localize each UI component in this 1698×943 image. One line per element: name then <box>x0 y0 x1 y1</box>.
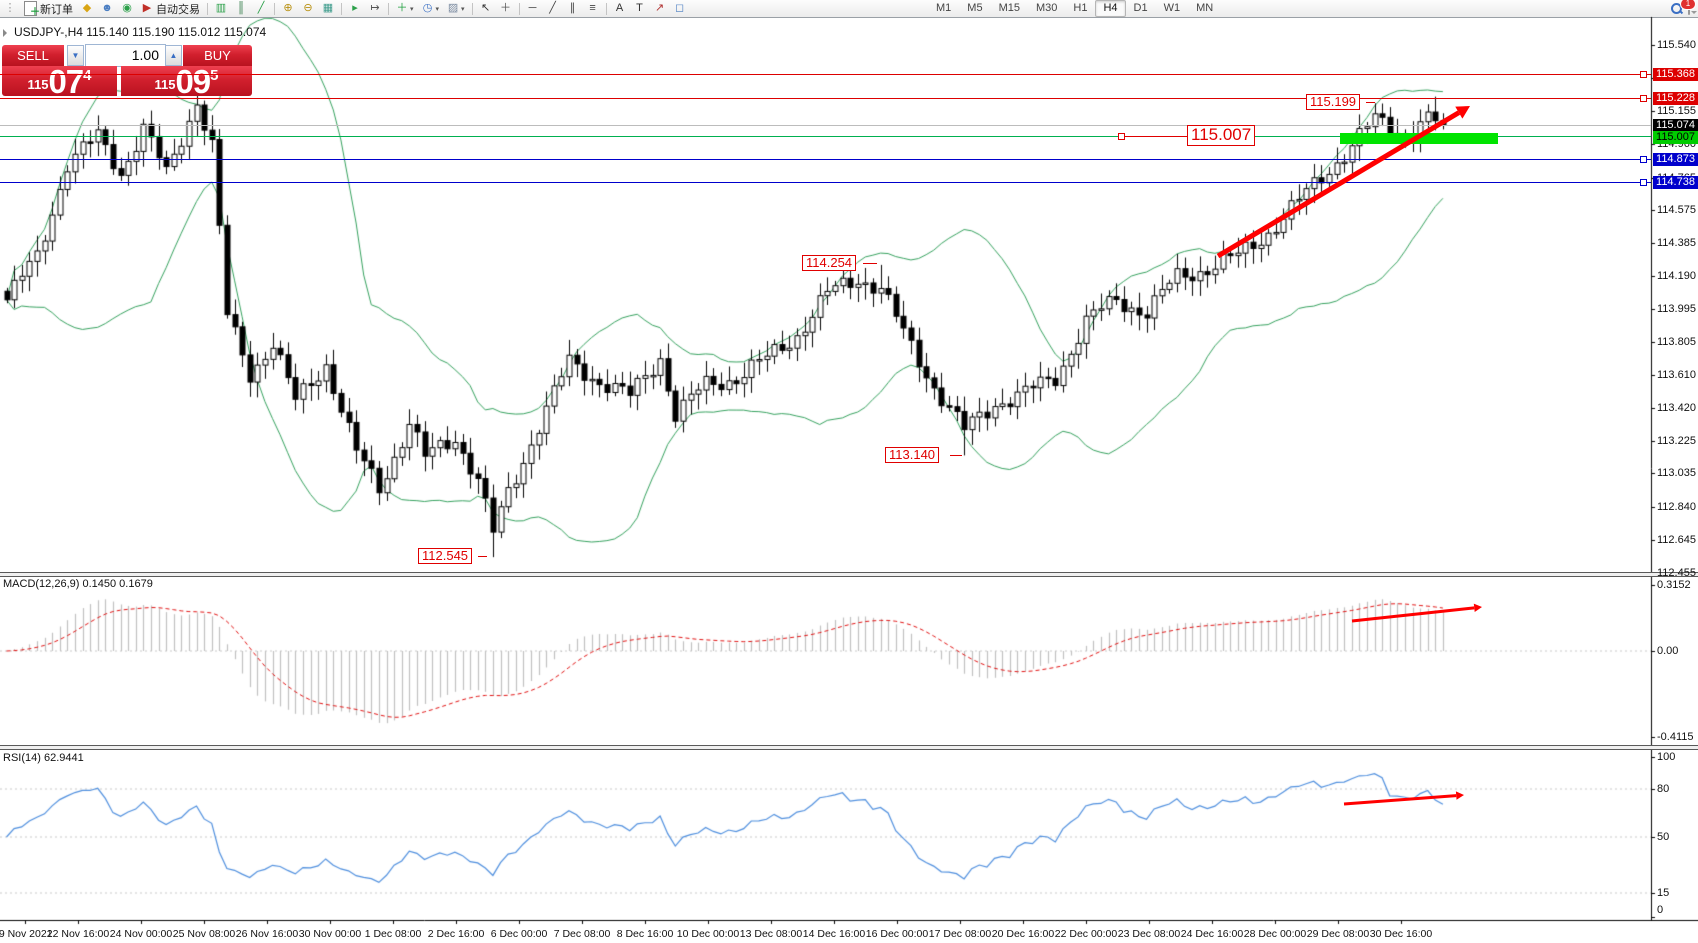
macd-axis-tick: -0.4115 <box>1657 731 1694 744</box>
horizontal-line-115.368[interactable] <box>0 74 1651 75</box>
time-axis-label: 30 Dec 16:00 <box>1369 928 1433 940</box>
horizontal-line-115.007[interactable] <box>0 136 1651 137</box>
price-annotation-113.140[interactable]: 113.140 <box>885 447 940 464</box>
time-axis-label: 25 Nov 08:00 <box>172 928 236 940</box>
price-axis-tick: 114.190 <box>1657 269 1696 282</box>
macd-axis-tick: 0.00 <box>1657 645 1679 657</box>
price-axis-tick: 112.645 <box>1657 534 1696 547</box>
price-axis-tick: 114.385 <box>1657 236 1696 249</box>
price-axis-tick: 113.805 <box>1657 335 1696 348</box>
price-tag-115.228: 115.228 <box>1653 92 1698 106</box>
annotation-leader <box>950 455 962 456</box>
price-tag-115.368: 115.368 <box>1653 68 1698 82</box>
annotation-handle[interactable] <box>1118 133 1125 140</box>
price-axis-tick: 112.840 <box>1657 500 1696 513</box>
time-axis-label: 22 Nov 16:00 <box>46 928 110 940</box>
buy-price[interactable]: 115 09 5 <box>121 63 252 100</box>
time-axis-label: 1 Dec 08:00 <box>364 928 422 940</box>
time-axis-label: 29 Dec 08:00 <box>1306 928 1370 940</box>
price-tag-115.007: 115.007 <box>1653 131 1698 145</box>
line-handle[interactable] <box>1640 71 1647 78</box>
time-axis-label: 24 Dec 16:00 <box>1180 928 1244 940</box>
price-annotation-115.007[interactable]: 115.007 <box>1187 125 1256 146</box>
trend-arrow-macd[interactable] <box>1344 599 1490 629</box>
price-annotation-115.199[interactable]: 115.199 <box>1306 94 1361 111</box>
pane-separator[interactable] <box>0 572 1698 577</box>
rsi-axis-tick: 100 <box>1657 751 1676 763</box>
time-axis-label: 7 Dec 08:00 <box>553 928 611 940</box>
sell-price-main: 115 <box>27 77 49 92</box>
price-tag-114.873: 114.873 <box>1653 153 1698 167</box>
volume-increase-button[interactable]: ▲ <box>165 45 182 66</box>
rsi-axis-tick: 15 <box>1657 887 1670 899</box>
rsi-axis-tick: 50 <box>1657 831 1670 843</box>
line-handle[interactable] <box>1640 95 1647 102</box>
price-tag-114.738: 114.738 <box>1653 176 1698 190</box>
time-axis-label: 22 Dec 00:00 <box>1054 928 1118 940</box>
price-axis-tick: 112.455 <box>1657 566 1696 579</box>
price-annotation-114.254[interactable]: 114.254 <box>802 255 857 272</box>
time-axis-label: 13 Dec 08:00 <box>739 928 803 940</box>
time-axis-label: 6 Dec 00:00 <box>490 928 548 940</box>
time-axis-label: 10 Dec 00:00 <box>676 928 740 940</box>
sell-price[interactable]: 115 07 4 <box>2 63 117 100</box>
line-handle[interactable] <box>1640 156 1647 163</box>
chart-title: USDJPY-,H4 115.140 115.190 115.012 115.0… <box>14 25 267 39</box>
one-click-trading-panel: SELL ▼ 1.00 ▲ BUY 115 07 4 115 09 5 <box>2 39 252 100</box>
macd-label: MACD(12,26,9) 0.1450 0.1679 <box>3 578 153 590</box>
collapse-icon[interactable] <box>3 29 11 37</box>
price-axis-tick: 113.610 <box>1657 369 1696 382</box>
buy-price-main: 115 <box>154 77 176 92</box>
price-axis-tick: 113.995 <box>1657 303 1696 316</box>
line-handle[interactable] <box>1640 179 1647 186</box>
time-axis-label: 26 Nov 16:00 <box>235 928 299 940</box>
time-axis-label: 28 Dec 00:00 <box>1243 928 1307 940</box>
buy-price-point: 5 <box>210 67 219 84</box>
macd-axis-tick: 0.3152 <box>1657 578 1691 591</box>
time-axis-label: 8 Dec 16:00 <box>616 928 674 940</box>
trend-arrow-main[interactable] <box>1210 98 1478 264</box>
price-axis-tick: 113.420 <box>1657 401 1696 414</box>
time-axis-label: 23 Dec 08:00 <box>1117 928 1181 940</box>
rsi-axis-tick: 80 <box>1657 783 1670 795</box>
price-axis-tick: 114.575 <box>1657 204 1696 216</box>
sell-price-point: 4 <box>83 67 92 84</box>
time-axis-label: 30 Nov 00:00 <box>298 928 362 940</box>
time-axis-label: 14 Dec 16:00 <box>802 928 866 940</box>
annotation-leader <box>1366 102 1375 103</box>
rsi-label: RSI(14) 62.9441 <box>3 752 84 764</box>
time-axis-label: 24 Nov 00:00 <box>109 928 173 940</box>
price-axis-tick: 115.155 <box>1657 104 1696 117</box>
price-annotation-112.545[interactable]: 112.545 <box>418 548 473 565</box>
time-axis-label: 19 Nov 2021 <box>0 928 53 940</box>
horizontal-line-115.074[interactable] <box>0 125 1651 126</box>
trend-arrow-rsi[interactable] <box>1336 787 1472 812</box>
price-tag-115.074: 115.074 <box>1653 118 1698 132</box>
annotation-leader <box>478 556 487 557</box>
annotation-leader <box>1122 136 1187 137</box>
buy-price-pips: 09 <box>175 63 211 100</box>
sell-button[interactable]: SELL <box>2 45 64 66</box>
time-axis-label: 20 Dec 16:00 <box>991 928 1055 940</box>
time-axis-label: 2 Dec 16:00 <box>427 928 485 940</box>
volume-decrease-button[interactable]: ▼ <box>67 45 84 66</box>
price-axis-tick: 113.225 <box>1657 434 1696 447</box>
price-axis-tick: 115.540 <box>1657 39 1696 51</box>
horizontal-line-114.873[interactable] <box>0 159 1651 160</box>
time-axis-label: 16 Dec 00:00 <box>865 928 929 940</box>
pane-separator[interactable] <box>0 745 1698 750</box>
horizontal-line-114.738[interactable] <box>0 182 1651 183</box>
sell-price-pips: 07 <box>48 63 84 100</box>
time-axis-label: 17 Dec 08:00 <box>928 928 992 940</box>
annotation-leader <box>863 263 877 264</box>
buy-button[interactable]: BUY <box>183 45 252 66</box>
horizontal-line-115.228[interactable] <box>0 98 1651 99</box>
volume-input[interactable]: 1.00 <box>85 44 166 67</box>
price-axis-tick: 113.035 <box>1657 467 1696 480</box>
rsi-axis-tick: 0 <box>1657 904 1664 916</box>
